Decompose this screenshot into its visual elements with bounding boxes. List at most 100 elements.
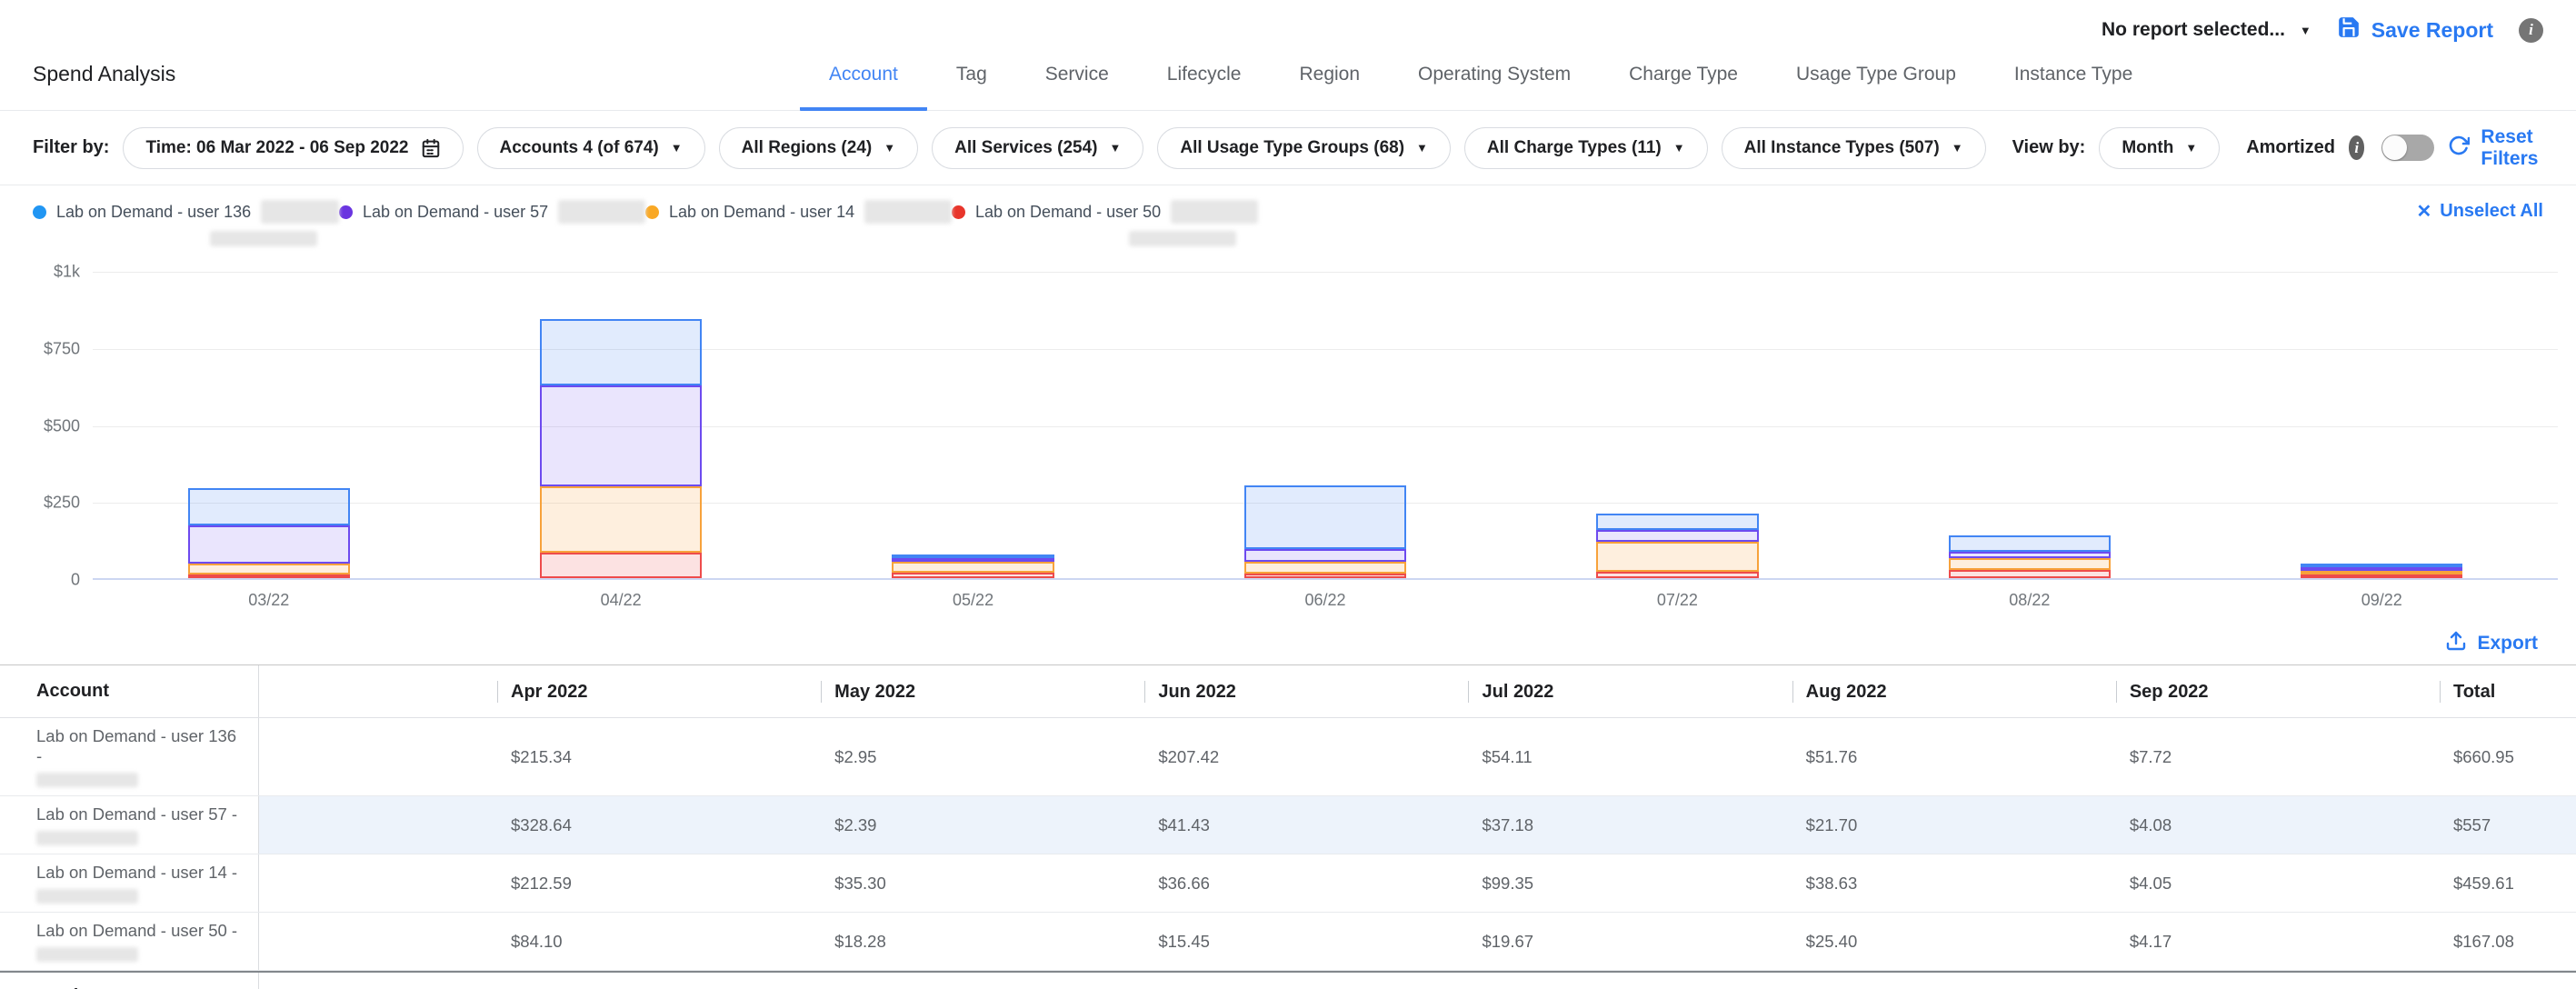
export-button[interactable]: Export (2445, 630, 2538, 657)
stacked-bar-03-22[interactable] (188, 488, 350, 578)
bar-segment-lab-on-demand-user-50[interactable] (1596, 572, 1758, 578)
bar-segment-lab-on-demand-user-50[interactable] (188, 574, 350, 578)
chart-plot-area (93, 253, 2558, 580)
tab-lifecycle[interactable]: Lifecycle (1138, 64, 1271, 111)
table-header-may-2022: May 2022 (821, 681, 1144, 703)
reset-filters-button[interactable]: Reset Filters (2448, 126, 2543, 170)
bar-segment-lab-on-demand-user-57[interactable] (540, 385, 702, 486)
chart-slot-06-22 (1149, 253, 1501, 578)
x-axis-label: 03/22 (93, 591, 444, 610)
info-icon[interactable]: i (2519, 18, 2543, 43)
caret-down-icon: ▼ (2185, 141, 2197, 155)
legend-dot-icon (339, 205, 353, 219)
account-cell: Lab on Demand - user 136 - (0, 718, 259, 795)
export-label: Export (2477, 633, 2538, 654)
bar-segment-lab-on-demand-user-136[interactable] (1949, 535, 2111, 552)
tab-tag[interactable]: Tag (927, 64, 1016, 111)
y-axis-tick-label: $250 (44, 494, 80, 513)
account-cell: Lab on Demand - user 14 - (0, 854, 259, 912)
bar-segment-lab-on-demand-user-14[interactable] (540, 486, 702, 552)
bar-segment-lab-on-demand-user-57[interactable] (1244, 549, 1406, 562)
filter-pill-all-services[interactable]: All Services (254)▼ (932, 127, 1143, 169)
caret-down-icon: ▼ (1952, 141, 1963, 155)
bar-segment-lab-on-demand-user-14[interactable] (1949, 558, 2111, 570)
bar-segment-lab-on-demand-user-50[interactable] (540, 553, 702, 579)
tab-region[interactable]: Region (1270, 64, 1389, 111)
tab-service[interactable]: Service (1016, 64, 1138, 111)
stacked-bar-05-22[interactable] (892, 554, 1053, 578)
bar-segment-lab-on-demand-user-50[interactable] (892, 573, 1053, 578)
view-by-dropdown[interactable]: Month ▼ (2099, 127, 2220, 169)
stacked-bar-08-22[interactable] (1949, 535, 2111, 578)
filter-pill-accounts-4[interactable]: Accounts 4 (of 674)▼ (477, 127, 705, 169)
tab-account[interactable]: Account (800, 64, 927, 111)
bar-segment-lab-on-demand-user-136[interactable] (540, 319, 702, 385)
filter-pill-label: Accounts 4 (of 674) (500, 138, 659, 158)
filter-pill-all-instance-types[interactable]: All Instance Types (507)▼ (1722, 127, 1986, 169)
filter-pill-label: All Regions (24) (742, 138, 873, 158)
legend-item-lab-on-demand-user-50[interactable]: Lab on Demand - user 50 (952, 200, 1258, 246)
legend-item-lab-on-demand-user-14[interactable]: Lab on Demand - user 14 (645, 200, 952, 246)
legend-item-lab-on-demand-user-136[interactable]: Lab on Demand - user 136 (33, 200, 339, 246)
row-total-cell: $660.95 (2440, 747, 2576, 767)
bar-segment-lab-on-demand-user-57[interactable] (188, 525, 350, 564)
bar-segment-lab-on-demand-user-57[interactable] (1596, 530, 1758, 542)
filter-pill-all-usage-type-groups[interactable]: All Usage Type Groups (68)▼ (1157, 127, 1451, 169)
stacked-bar-09-22[interactable] (2301, 564, 2462, 578)
bar-segment-lab-on-demand-user-14[interactable] (892, 562, 1053, 573)
bar-segment-lab-on-demand-user-50[interactable] (1949, 570, 2111, 578)
spend-table: AccountApr 2022May 2022Jun 2022Jul 2022A… (0, 664, 2576, 989)
filter-pill-all-regions[interactable]: All Regions (24) ▼ (719, 127, 918, 169)
legend-dot-icon (33, 205, 46, 219)
value-cell: $25.40 (1792, 932, 2116, 952)
spend-chart: $1k$750$500$2500 03/2204/2205/2206/2207/… (33, 253, 2558, 610)
caret-down-icon: ▼ (884, 141, 895, 155)
legend-label: Lab on Demand - user 50 (975, 203, 1161, 222)
bar-segment-lab-on-demand-user-136[interactable] (1596, 514, 1758, 530)
filter-pill-label: Time: 06 Mar 2022 - 06 Sep 2022 (145, 138, 408, 158)
stacked-bar-06-22[interactable] (1244, 485, 1406, 578)
table-row-lab-on-demand-user-14[interactable]: Lab on Demand - user 14 -$212.59$35.30$3… (0, 854, 2576, 913)
stacked-bar-07-22[interactable] (1596, 514, 1758, 578)
amortized-info-icon[interactable]: i (2349, 135, 2364, 160)
bar-segment-lab-on-demand-user-14[interactable] (188, 564, 350, 574)
x-axis-label: 07/22 (1502, 591, 1853, 610)
bar-segment-lab-on-demand-user-14[interactable] (1244, 562, 1406, 573)
calendar-icon (421, 138, 441, 158)
tab-operating-system[interactable]: Operating System (1389, 64, 1600, 111)
row-spacer-cell (259, 796, 497, 854)
tab-instance-type[interactable]: Instance Type (1985, 64, 2162, 111)
row-total-cell: $459.61 (2440, 874, 2576, 894)
row-total-cell: $557 (2440, 796, 2576, 854)
bar-segment-lab-on-demand-user-136[interactable] (188, 488, 350, 525)
filter-pill-all-charge-types[interactable]: All Charge Types (11)▼ (1464, 127, 1708, 169)
bar-segment-lab-on-demand-user-57[interactable] (1949, 552, 2111, 558)
table-row-lab-on-demand-user-136[interactable]: Lab on Demand - user 136 -$215.34$2.95$2… (0, 718, 2576, 796)
save-report-button[interactable]: Save Report (2337, 15, 2493, 45)
table-row-lab-on-demand-user-50[interactable]: Lab on Demand - user 50 -$84.10$18.28$15… (0, 913, 2576, 971)
amortized-toggle[interactable] (2381, 135, 2434, 161)
legend-dot-icon (645, 205, 659, 219)
bar-segment-lab-on-demand-user-14[interactable] (1596, 542, 1758, 573)
chart-slot-04-22 (444, 253, 796, 578)
tab-charge-type[interactable]: Charge Type (1600, 64, 1767, 111)
bar-segment-lab-on-demand-user-136[interactable] (1244, 485, 1406, 549)
value-cell: $54.11 (1468, 747, 1792, 767)
bar-segment-lab-on-demand-user-50[interactable] (1244, 574, 1406, 578)
view-by-label: View by: (2012, 137, 2086, 158)
tab-usage-type-group[interactable]: Usage Type Group (1767, 64, 1985, 111)
report-selector-dropdown[interactable]: No report selected... ▼ (2102, 19, 2311, 41)
table-row-lab-on-demand-user-57[interactable]: Lab on Demand - user 57 -$328.64$2.39$41… (0, 796, 2576, 854)
legend-item-lab-on-demand-user-57[interactable]: Lab on Demand - user 57 (339, 200, 645, 246)
export-row: Export (0, 610, 2576, 664)
value-cell: $2.95 (821, 747, 1144, 767)
x-axis-label: 04/22 (444, 591, 796, 610)
value-cell: $212.59 (497, 874, 821, 894)
stacked-bar-04-22[interactable] (540, 319, 702, 578)
chart-y-axis: $1k$750$500$2500 (33, 253, 93, 580)
filter-pill-time[interactable]: Time: 06 Mar 2022 - 06 Sep 2022 (123, 127, 463, 169)
unselect-all-button[interactable]: ✕ Unselect All (2416, 200, 2543, 223)
legend-row: Lab on Demand - user 136Lab on Demand - … (0, 185, 2576, 249)
bar-segment-lab-on-demand-user-50[interactable] (2301, 574, 2462, 578)
x-axis-label: 08/22 (1853, 591, 2205, 610)
